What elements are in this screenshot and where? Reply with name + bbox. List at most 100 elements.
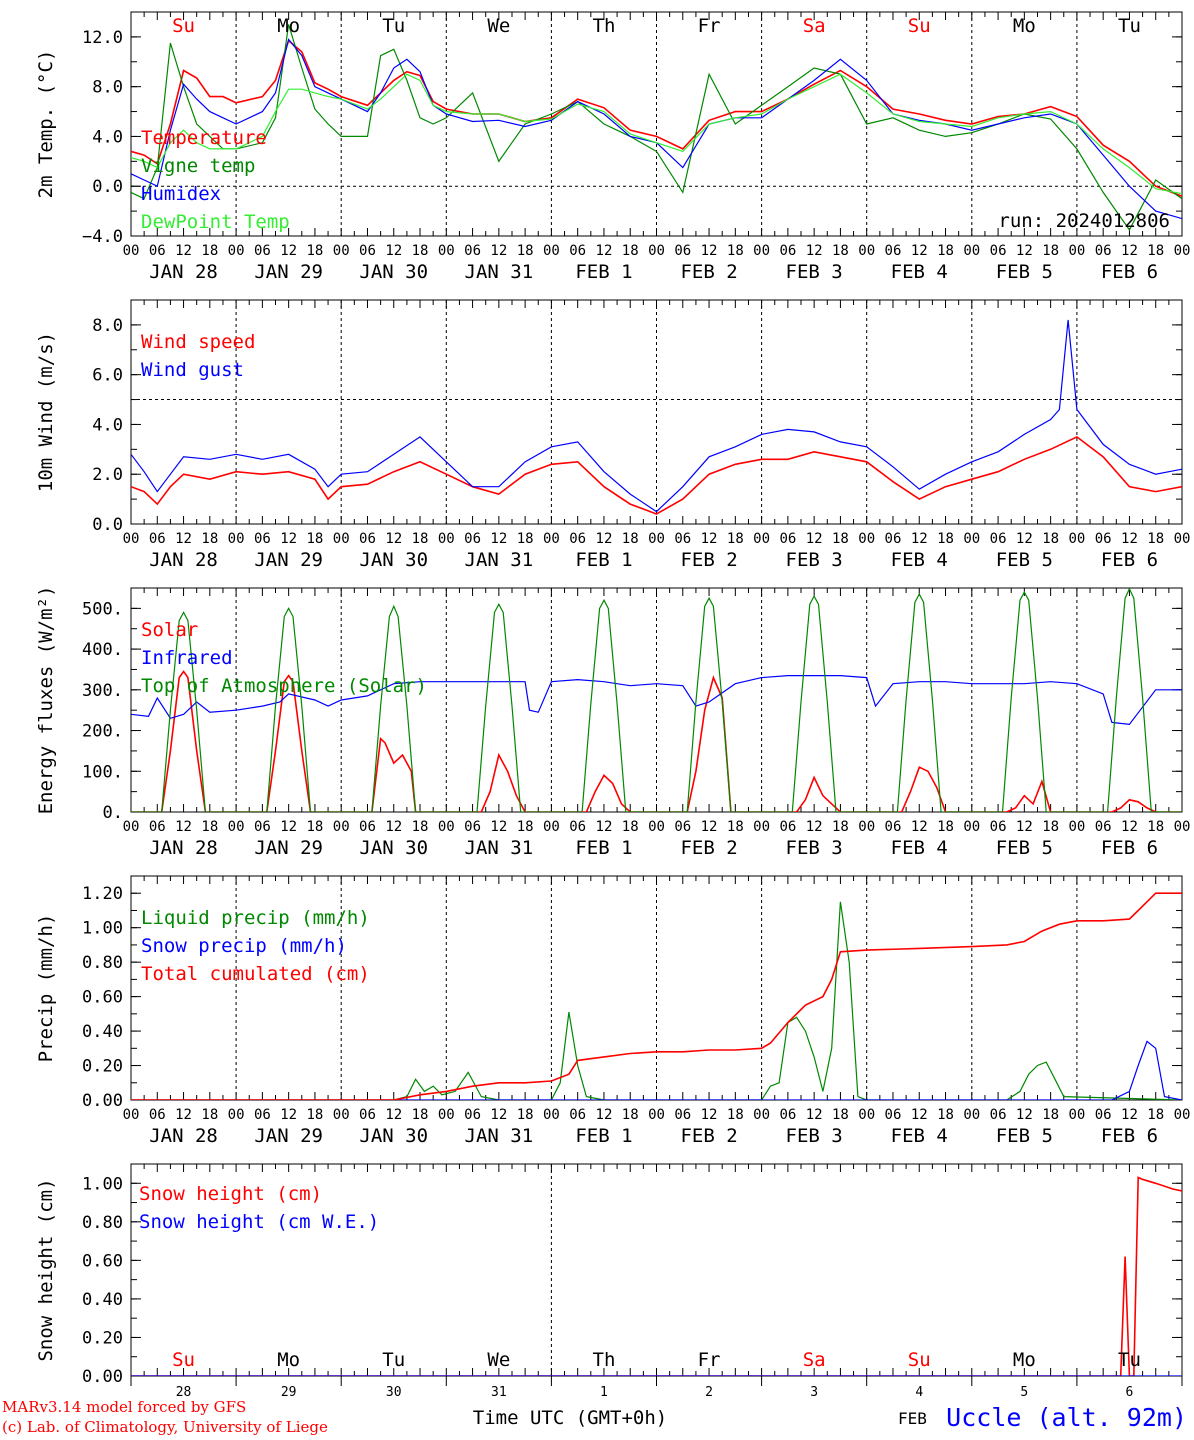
legend: Solar Infrared Top of Atmosphere (Solar) — [141, 619, 427, 697]
hour-tick-label: 12 — [385, 819, 402, 835]
legend-entry: Infrared — [141, 647, 233, 669]
hour-tick-label: 18 — [727, 1107, 744, 1123]
hour-tick-label: 00 — [1174, 1107, 1191, 1123]
hour-tick-label: 12 — [490, 531, 507, 547]
hour-tick-label: 06 — [149, 819, 166, 835]
y-tick-label: 4.0 — [92, 415, 123, 435]
hour-tick-label: 00 — [1068, 243, 1085, 259]
date-label: JAN 30 — [359, 837, 428, 859]
date-label: JAN 29 — [254, 261, 323, 283]
hour-tick-label: 12 — [1121, 531, 1138, 547]
hour-tick-label: 06 — [149, 531, 166, 547]
date-label: FEB 4 — [891, 837, 948, 859]
hour-tick-label: 00 — [543, 819, 560, 835]
hour-tick-label: 06 — [674, 1107, 691, 1123]
y-tick-label: 0.0 — [92, 177, 123, 197]
day-number-label: 3 — [810, 1385, 818, 1400]
weekday-label: We — [487, 15, 510, 37]
y-tick-label: 500. — [82, 599, 123, 619]
y-tick-label: 0.20 — [82, 1057, 123, 1077]
x-axis: 00 06 12 18 JAN 28 00 06 12 18 JAN 29 00 06 12 18 JAN … — [123, 1107, 1191, 1147]
hour-tick-label: 18 — [622, 531, 639, 547]
hour-tick-label: 18 — [201, 243, 218, 259]
hour-tick-label: 00 — [333, 819, 350, 835]
date-label: JAN 31 — [465, 837, 534, 859]
hour-tick-label: 18 — [1042, 1107, 1059, 1123]
weekday-label: Mo — [277, 1349, 300, 1371]
date-label: FEB 4 — [891, 549, 948, 571]
hour-tick-label: 12 — [175, 243, 192, 259]
hour-tick-label: 12 — [1121, 243, 1138, 259]
hour-ticks — [130, 300, 1183, 524]
hour-tick-label: 00 — [1068, 819, 1085, 835]
hour-tick-label: 06 — [1095, 819, 1112, 835]
hour-tick-label: 12 — [1016, 1107, 1033, 1123]
series-wind-speed — [131, 435, 1182, 515]
date-label: FEB 6 — [1101, 549, 1158, 571]
hour-tick-label: 06 — [674, 243, 691, 259]
hour-tick-label: 06 — [990, 243, 1007, 259]
hour-tick-label: 00 — [963, 1107, 980, 1123]
series-vigne-temp — [131, 24, 1182, 231]
date-label: JAN 28 — [149, 261, 218, 283]
hour-tick-label: 18 — [1042, 531, 1059, 547]
hour-tick-label: 18 — [412, 1107, 429, 1123]
hour-tick-label: 06 — [569, 243, 586, 259]
series-group — [131, 588, 1182, 812]
date-label: FEB 4 — [891, 1125, 948, 1147]
hour-ticks — [130, 876, 1183, 1100]
hour-tick-label: 00 — [648, 531, 665, 547]
y-axis: 0. 100. 200. 300. 400. 500. — [82, 587, 1182, 823]
hour-tick-label: 00 — [123, 819, 140, 835]
y-tick-label: 4.0 — [92, 127, 123, 147]
hour-tick-label: 18 — [517, 243, 534, 259]
y-tick-label: 400. — [82, 640, 123, 660]
y-tick-label: 100. — [82, 762, 123, 782]
day-number-label: 6 — [1126, 1385, 1134, 1400]
legend-entry: DewPoint Temp — [141, 211, 290, 233]
date-label: FEB 2 — [680, 837, 737, 859]
hour-tick-label: 00 — [333, 531, 350, 547]
hour-tick-label: 00 — [228, 531, 245, 547]
weekday-label: Su — [908, 1349, 931, 1371]
y-axis-label: 10m Wind (m/s) — [35, 332, 57, 492]
hour-tick-label: 00 — [858, 531, 875, 547]
y-tick-label: 8.0 — [92, 78, 123, 98]
y-axis-label: 2m Temp. (°C) — [35, 50, 57, 199]
hour-tick-label: 00 — [228, 1107, 245, 1123]
hour-tick-label: 06 — [1095, 1107, 1112, 1123]
hour-tick-label: 06 — [149, 243, 166, 259]
hour-tick-label: 06 — [569, 1107, 586, 1123]
hour-tick-label: 00 — [1068, 531, 1085, 547]
date-label: FEB 3 — [786, 1125, 843, 1147]
hour-tick-label: 00 — [963, 819, 980, 835]
hour-tick-label: 00 — [1068, 1107, 1085, 1123]
hour-tick-label: 12 — [911, 819, 928, 835]
y-tick-label: 0. — [103, 803, 123, 823]
hour-tick-label: 18 — [832, 243, 849, 259]
date-label: FEB 6 — [1101, 837, 1158, 859]
date-label: JAN 30 — [359, 1125, 428, 1147]
date-label: JAN 28 — [149, 1125, 218, 1147]
date-label: JAN 29 — [254, 549, 323, 571]
hour-tick-label: 00 — [228, 819, 245, 835]
date-label: FEB 1 — [575, 837, 632, 859]
weekday-label: Fr — [698, 15, 721, 37]
hour-tick-label: 06 — [254, 819, 271, 835]
footer: MARv3.14 model forced by GFS (c) Lab. of… — [2, 1398, 1187, 1436]
hour-tick-label: 06 — [464, 243, 481, 259]
date-label: FEB 4 — [891, 261, 948, 283]
plot-frame — [130, 11, 1183, 237]
legend-entry: Snow height (cm) — [139, 1183, 322, 1205]
plot-frame — [130, 299, 1183, 525]
day-number-label: 2 — [705, 1385, 713, 1400]
date-label: FEB 6 — [1101, 1125, 1158, 1147]
weekday-label: Su — [172, 15, 195, 37]
hour-tick-label: 18 — [622, 1107, 639, 1123]
weekday-label: Sa — [803, 15, 826, 37]
day-number-label: 1 — [600, 1385, 608, 1400]
hour-tick-label: 12 — [385, 243, 402, 259]
hour-tick-label: 06 — [1095, 243, 1112, 259]
y-tick-label: 12.0 — [82, 28, 123, 48]
hour-tick-label: 06 — [990, 819, 1007, 835]
